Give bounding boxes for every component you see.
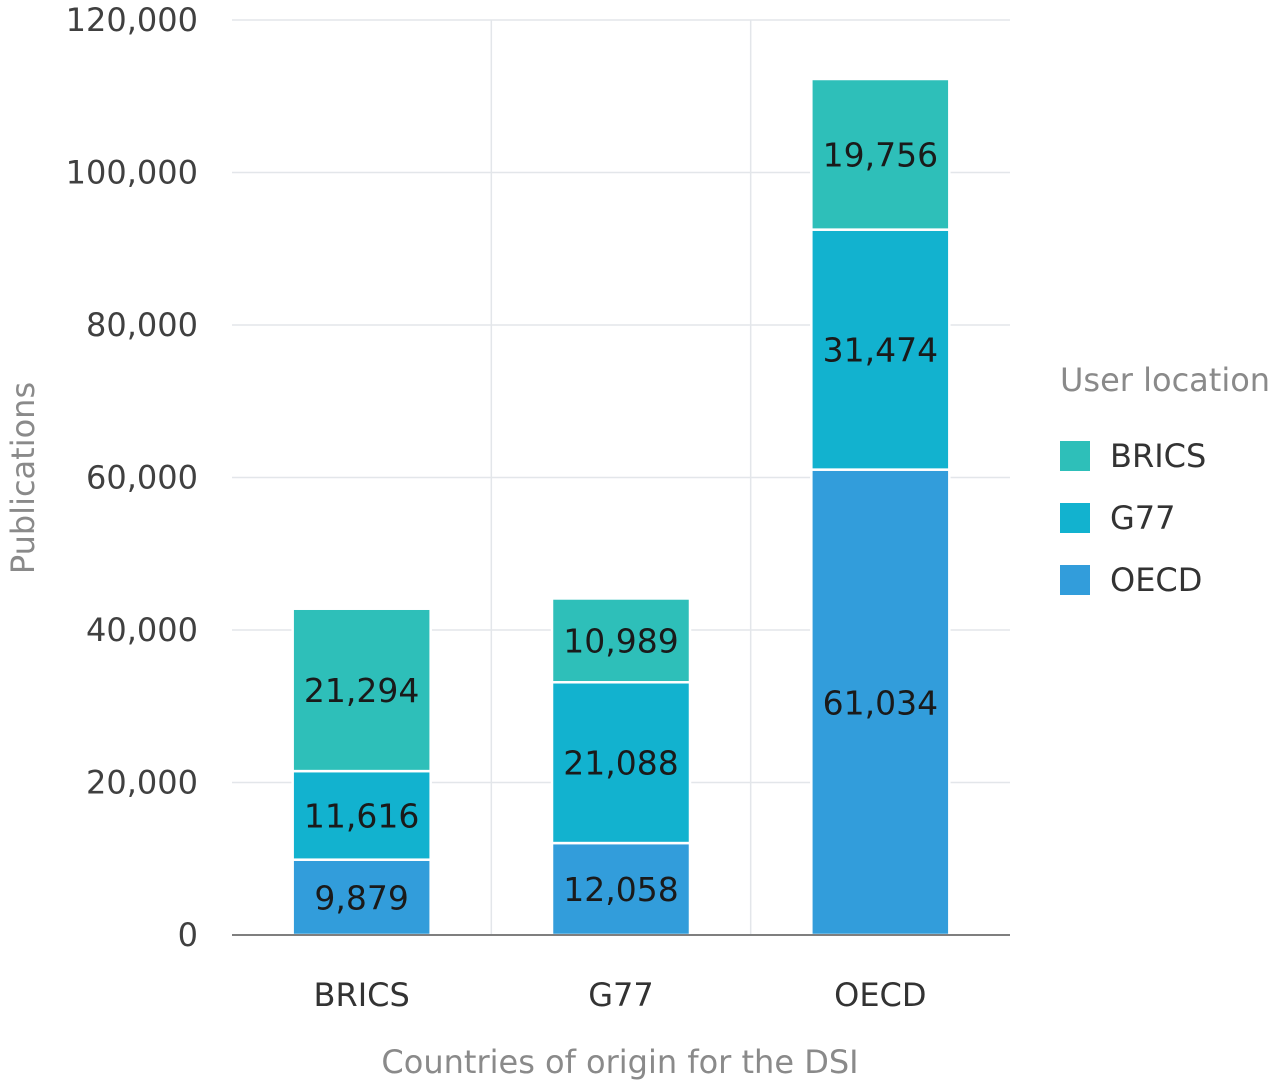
data-label: 19,756: [823, 135, 938, 174]
x-tick-label: G77: [588, 976, 654, 1014]
bar-brics-brics[interactable]: [291, 607, 432, 773]
y-tick-label: 40,000: [86, 611, 198, 649]
bar-brics-g77[interactable]: [550, 597, 692, 684]
legend-swatch-brics[interactable]: [1060, 441, 1090, 471]
bar-g77-brics[interactable]: [291, 769, 432, 861]
data-label: 21,294: [304, 671, 419, 710]
legend-swatch-oecd[interactable]: [1060, 565, 1090, 595]
bar-oecd-brics[interactable]: [291, 858, 432, 937]
data-label: 61,034: [823, 683, 938, 722]
y-axis-title: Publications: [4, 382, 42, 574]
bar-g77-g77[interactable]: [550, 681, 692, 845]
data-label: 9,879: [314, 878, 408, 917]
legend: User location BRICS G77 OECD: [1060, 361, 1270, 599]
y-tick-label: 20,000: [86, 764, 198, 802]
data-labels: 9,879 11,616 21,294 12,058 21,088 10,989 61,03…: [304, 135, 938, 917]
y-tick-label: 0: [178, 916, 198, 954]
bar-g77-oecd[interactable]: [810, 228, 951, 471]
legend-label[interactable]: OECD: [1110, 561, 1202, 599]
y-tick-label: 80,000: [86, 306, 198, 344]
data-label: 12,058: [563, 870, 678, 909]
legend-title: User location: [1060, 361, 1270, 399]
x-axis-title: Countries of origin for the DSI: [381, 1043, 858, 1081]
y-tick-label: 60,000: [86, 459, 198, 497]
y-tick-label: 120,000: [66, 1, 198, 39]
x-tick-label: BRICS: [314, 976, 410, 1014]
data-label: 10,989: [563, 621, 678, 660]
data-label: 31,474: [823, 331, 938, 370]
x-tick-label: OECD: [834, 976, 926, 1014]
data-label: 11,616: [304, 796, 419, 835]
axes: 0 20,000 40,000 60,000 80,000 100,000 120,000 B…: [66, 1, 1010, 1014]
bars: [291, 77, 951, 937]
legend-label[interactable]: G77: [1110, 499, 1176, 537]
legend-swatch-g77[interactable]: [1060, 503, 1090, 533]
bar-brics-oecd[interactable]: [810, 77, 951, 231]
legend-label[interactable]: BRICS: [1110, 437, 1206, 475]
data-label: 21,088: [563, 744, 678, 783]
y-tick-label: 100,000: [66, 154, 198, 192]
